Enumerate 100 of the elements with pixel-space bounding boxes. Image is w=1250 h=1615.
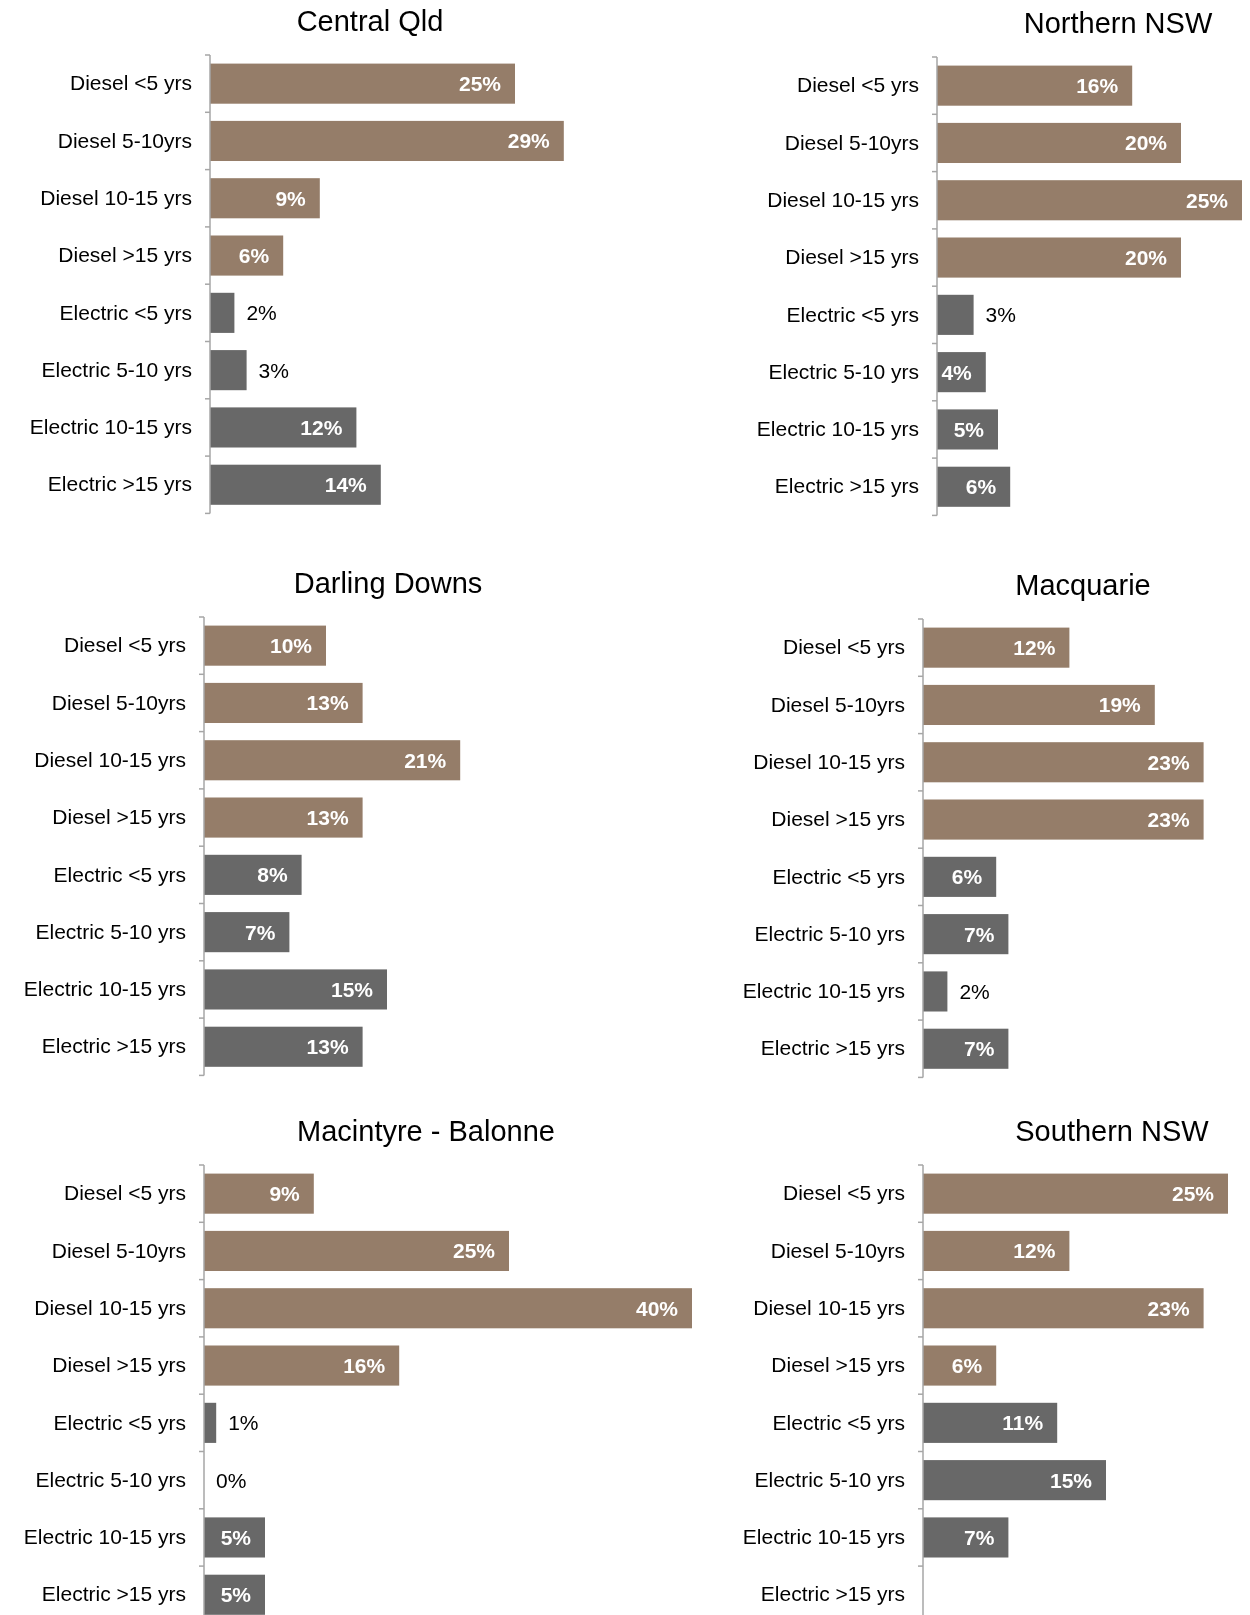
- bar: [204, 1288, 692, 1329]
- bar: [937, 65, 1133, 106]
- y-tick-label: Diesel >15 yrs: [58, 243, 192, 267]
- data-label: 7%: [964, 1525, 995, 1549]
- y-tick-label: Electric 5-10 yrs: [35, 919, 186, 943]
- bar: [923, 914, 1009, 955]
- y-tick-label: Electric <5 yrs: [59, 300, 192, 324]
- data-label: 1%: [228, 1411, 259, 1435]
- bar: [923, 684, 1155, 726]
- data-label: 6%: [951, 1353, 983, 1377]
- data-label: 13%: [306, 691, 349, 715]
- bar: [937, 122, 1181, 164]
- data-label: 3%: [985, 303, 1016, 327]
- bar: [204, 682, 363, 724]
- bar: [204, 1173, 314, 1214]
- bar: [204, 1230, 509, 1272]
- bar: [210, 407, 357, 448]
- y-tick-label: Electric >15 yrs: [41, 1034, 186, 1058]
- data-label: 5%: [220, 1583, 252, 1607]
- bar: [204, 1345, 400, 1386]
- data-label: 19%: [1098, 693, 1142, 717]
- y-tick-label: Electric >15 yrs: [41, 1582, 186, 1606]
- data-label: 12%: [1013, 1239, 1056, 1263]
- y-tick-label: Electric 10-15 yrs: [23, 977, 186, 1001]
- y-tick-label: Electric <5 yrs: [53, 1410, 186, 1434]
- data-label: 6%: [965, 475, 997, 499]
- bar: [923, 1028, 1009, 1069]
- y-tick-label: Diesel 10-15 yrs: [753, 1295, 905, 1319]
- y-tick-label: Electric 10-15 yrs: [756, 417, 919, 441]
- y-tick-label: Diesel 5-10yrs: [770, 1238, 905, 1262]
- data-label: 13%: [306, 805, 349, 829]
- data-label: 7%: [245, 920, 276, 944]
- data-label: 4%: [941, 360, 973, 384]
- bar: [923, 1460, 1106, 1501]
- data-label: 23%: [1147, 750, 1190, 774]
- data-label: 9%: [269, 1182, 301, 1205]
- bar: [923, 1288, 1204, 1329]
- bar: [923, 627, 1070, 668]
- y-tick-label: Diesel 10-15 yrs: [34, 1295, 186, 1319]
- chart-title: Central Qld: [296, 5, 444, 37]
- y-tick-label: Diesel 10-15 yrs: [767, 187, 919, 211]
- y-tick-label: Electric >15 yrs: [774, 474, 919, 498]
- y-tick-label: Electric 10-15 yrs: [23, 1525, 186, 1549]
- y-tick-label: Electric 5-10 yrs: [35, 1467, 186, 1491]
- y-tick-label: Diesel <5 yrs: [783, 635, 905, 659]
- bar: [204, 625, 326, 666]
- y-tick-label: Diesel <5 yrs: [64, 633, 186, 657]
- y-tick-label: Diesel >15 yrs: [52, 1353, 186, 1377]
- bar: [923, 1230, 1070, 1272]
- data-label: 3%: [258, 358, 289, 382]
- y-tick-label: Electric 5-10 yrs: [41, 357, 192, 381]
- data-label: 12%: [1013, 636, 1056, 659]
- data-label: 14%: [324, 473, 368, 497]
- data-label: 16%: [343, 1353, 386, 1377]
- data-label: 23%: [1147, 807, 1190, 831]
- bar: [204, 969, 387, 1010]
- bar: [210, 292, 235, 333]
- bar: [204, 740, 461, 781]
- y-tick-label: Diesel 5-10yrs: [770, 692, 905, 716]
- y-tick-label: Diesel 10-15 yrs: [40, 185, 192, 209]
- bar: [937, 294, 974, 335]
- bar: [204, 1402, 217, 1443]
- data-label: 2%: [959, 979, 990, 1003]
- bar: [204, 912, 290, 953]
- data-label: 13%: [306, 1035, 349, 1059]
- chart-title: Southern NSW: [1015, 1115, 1210, 1147]
- y-tick-label: Diesel >15 yrs: [785, 245, 919, 269]
- bar: [210, 350, 247, 391]
- y-tick-label: Diesel 5-10yrs: [51, 1238, 186, 1262]
- y-tick-label: Diesel 5-10yrs: [784, 130, 919, 154]
- y-tick-label: Electric 10-15 yrs: [29, 415, 192, 439]
- y-tick-label: Electric 5-10 yrs: [754, 921, 905, 945]
- y-tick-label: Electric <5 yrs: [772, 864, 905, 888]
- y-tick-label: Diesel <5 yrs: [64, 1181, 186, 1205]
- data-label: 15%: [330, 977, 374, 1001]
- data-label: 7%: [964, 1037, 995, 1061]
- bar: [923, 1402, 1058, 1443]
- data-label: 5%: [953, 417, 985, 441]
- data-label: 6%: [238, 243, 270, 267]
- bar: [210, 178, 320, 219]
- y-tick-label: Electric >15 yrs: [760, 1582, 905, 1606]
- data-label: 7%: [964, 922, 995, 946]
- y-tick-label: Diesel >15 yrs: [52, 805, 186, 829]
- bar: [210, 63, 515, 104]
- y-tick-label: Electric 10-15 yrs: [742, 1525, 905, 1549]
- data-label: 16%: [1076, 74, 1119, 97]
- y-tick-label: Electric >15 yrs: [47, 472, 192, 496]
- data-label: 40%: [635, 1296, 679, 1320]
- y-tick-label: Diesel 5-10yrs: [51, 690, 186, 714]
- y-tick-label: Electric <5 yrs: [53, 862, 186, 886]
- y-tick-label: Electric <5 yrs: [786, 302, 919, 326]
- bar: [923, 742, 1204, 783]
- chart-title: Northern NSW: [1023, 7, 1213, 39]
- y-tick-label: Electric 10-15 yrs: [742, 979, 905, 1003]
- data-label: 0%: [216, 1468, 247, 1492]
- y-tick-label: Electric 5-10 yrs: [754, 1467, 905, 1491]
- data-label: 25%: [1171, 1182, 1215, 1205]
- y-tick-label: Diesel 10-15 yrs: [34, 747, 186, 771]
- data-label: 12%: [300, 415, 343, 439]
- data-label: 21%: [404, 748, 447, 772]
